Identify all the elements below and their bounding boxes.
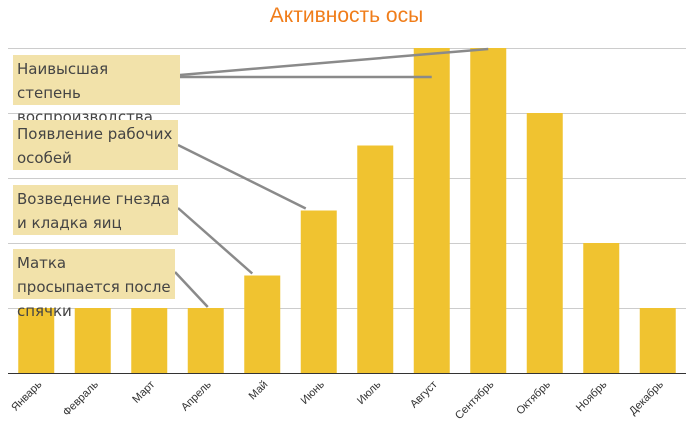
x-tick-label: Май xyxy=(247,379,271,403)
x-tick-label: Апрель xyxy=(179,378,214,413)
x-tick-label: Март xyxy=(130,379,157,406)
x-axis-labels: Январь Февраль Март Апрель Май Июнь Июль Август… xyxy=(9,378,666,422)
x-tick-label: Июнь xyxy=(299,378,327,406)
bar-10 xyxy=(526,113,563,373)
x-tick-label: Август xyxy=(408,379,440,411)
connector-peak-september xyxy=(179,47,489,77)
bar-1 xyxy=(18,308,55,373)
x-tick-label: Ноябрь xyxy=(574,378,610,414)
bars xyxy=(18,48,676,373)
annotation-workers-appear: Появление рабочих особей xyxy=(13,120,178,170)
annotation-peak-reproduction: Наивысшая степень воспроизводства xyxy=(13,55,180,126)
connector-queen xyxy=(174,271,209,308)
x-tick-label: Январь xyxy=(9,378,44,413)
chart-title: Активность осы xyxy=(269,4,424,27)
connector-nest xyxy=(177,207,254,275)
bar-9 xyxy=(470,48,507,373)
bar-11 xyxy=(583,243,620,373)
x-tick-label: Июль xyxy=(355,378,384,407)
bar-12 xyxy=(639,308,676,373)
x-tick-label: Сентябрь xyxy=(453,378,497,422)
annotation-queen-wakes: Матка просыпается после спячки xyxy=(13,249,175,320)
bar-3 xyxy=(131,308,168,373)
bar-5 xyxy=(244,275,281,373)
bar-6 xyxy=(300,210,337,373)
connector-workers xyxy=(177,143,307,210)
annotation-connectors xyxy=(174,47,489,308)
gridlines xyxy=(8,48,686,374)
x-tick-label: Октябрь xyxy=(514,378,553,417)
bar-8 xyxy=(413,48,450,373)
x-tick-label: Декабрь xyxy=(627,378,666,417)
bar-2 xyxy=(74,308,111,373)
bar-4 xyxy=(187,308,224,373)
annotation-nest-building: Возведение гнезда и кладка яиц xyxy=(13,185,178,235)
bar-7 xyxy=(357,145,394,373)
x-tick-label: Февраль xyxy=(61,378,101,418)
